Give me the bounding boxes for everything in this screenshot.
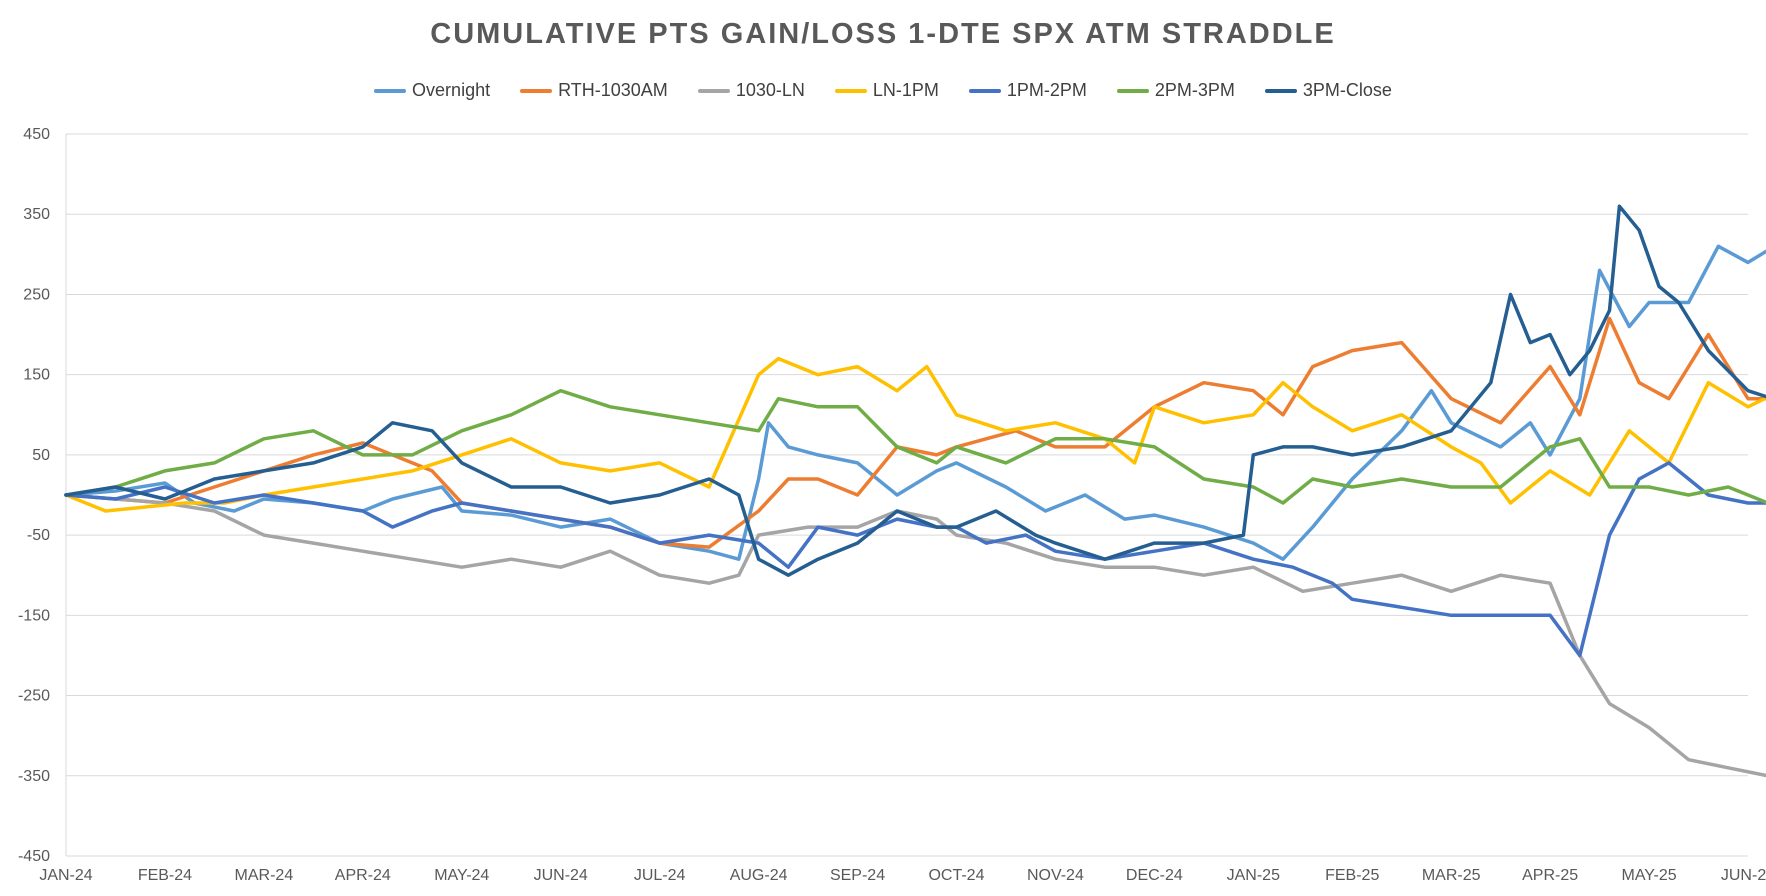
x-tick-label: JUL-24 — [634, 867, 686, 884]
legend-swatch — [834, 88, 867, 93]
legend-swatch — [1116, 88, 1149, 93]
x-tick-label: AUG-24 — [730, 867, 788, 884]
legend-label: 3PM-Close — [1302, 80, 1392, 100]
legend-swatch — [374, 88, 407, 93]
x-tick-label: JUN-25 — [1721, 867, 1766, 884]
y-tick-label: -250 — [18, 688, 50, 705]
series-line-1pm-2pm — [64, 461, 1766, 658]
x-tick-label: MAR-25 — [1422, 867, 1481, 884]
x-tick-label: MAY-25 — [1621, 867, 1676, 884]
x-tick-label: SEP-24 — [830, 867, 885, 884]
y-tick-label: 150 — [23, 367, 50, 384]
legend-label: 1PM-2PM — [1006, 80, 1087, 100]
series-line-1030-ln — [64, 493, 1766, 778]
legend-swatch — [520, 88, 553, 93]
chart-title: CUMULATIVE PTS GAIN/LOSS 1-DTE SPX ATM S… — [430, 18, 1336, 50]
series-lines — [64, 204, 1766, 778]
series-line-3pm-close — [64, 204, 1766, 577]
y-tick-label: -350 — [18, 768, 50, 785]
y-tick-label: 450 — [23, 126, 50, 143]
x-tick-label: JUN-24 — [534, 867, 588, 884]
legend: Overnight RTH-1030AM 1030-LN LN-1PM 1PM-2PM 2… — [0, 80, 1766, 101]
y-tick-label: -450 — [18, 848, 50, 865]
y-tick-label: -50 — [27, 527, 50, 544]
series-line-overnight — [64, 244, 1766, 561]
y-axis-ticks: 450 350 250 150 50 -50 -150 -250 -350 -450 — [18, 126, 50, 865]
legend-swatch — [968, 88, 1001, 93]
y-tick-label: 350 — [23, 206, 50, 223]
x-tick-label: DEC-24 — [1126, 867, 1183, 884]
legend-label: 2PM-3PM — [1154, 80, 1235, 100]
legend-item: 2PM-3PM — [1116, 80, 1235, 101]
legend-item: LN-1PM — [834, 80, 939, 101]
gridlines — [65, 133, 1748, 857]
y-tick-label: -150 — [18, 607, 50, 624]
legend-item: RTH-1030AM — [520, 80, 668, 101]
legend-label: RTH-1030AM — [558, 80, 668, 100]
legend-label: 1030-LN — [735, 80, 805, 100]
x-tick-label: NOV-24 — [1027, 867, 1084, 884]
y-tick-label: 250 — [23, 286, 50, 303]
legend-item: 1PM-2PM — [968, 80, 1087, 101]
y-tick-label: 50 — [32, 447, 50, 464]
x-tick-label: MAY-24 — [434, 867, 489, 884]
x-axis-ticks: JAN-24 FEB-24 MAR-24 APR-24 MAY-24 JUN-24 JUL-… — [39, 867, 1766, 884]
legend-item: 1030-LN — [697, 80, 805, 101]
x-tick-label: JAN-24 — [39, 867, 92, 884]
x-tick-label: FEB-25 — [1325, 867, 1379, 884]
legend-item: 3PM-Close — [1264, 80, 1392, 101]
legend-item: Overnight — [374, 80, 490, 101]
series-line-rth-1030am — [64, 316, 1766, 549]
x-tick-label: JAN-25 — [1227, 867, 1280, 884]
x-tick-label: APR-24 — [335, 867, 391, 884]
series-line-2pm-3pm — [64, 388, 1766, 505]
legend-swatch — [697, 88, 730, 93]
x-tick-label: OCT-24 — [928, 867, 984, 884]
x-tick-label: APR-25 — [1522, 867, 1578, 884]
x-tick-label: MAR-24 — [235, 867, 294, 884]
series-line-ln-1pm — [64, 356, 1766, 513]
legend-label: Overnight — [412, 80, 491, 100]
x-tick-label: FEB-24 — [138, 867, 192, 884]
legend-label: LN-1PM — [872, 80, 939, 100]
legend-swatch — [1264, 88, 1297, 93]
